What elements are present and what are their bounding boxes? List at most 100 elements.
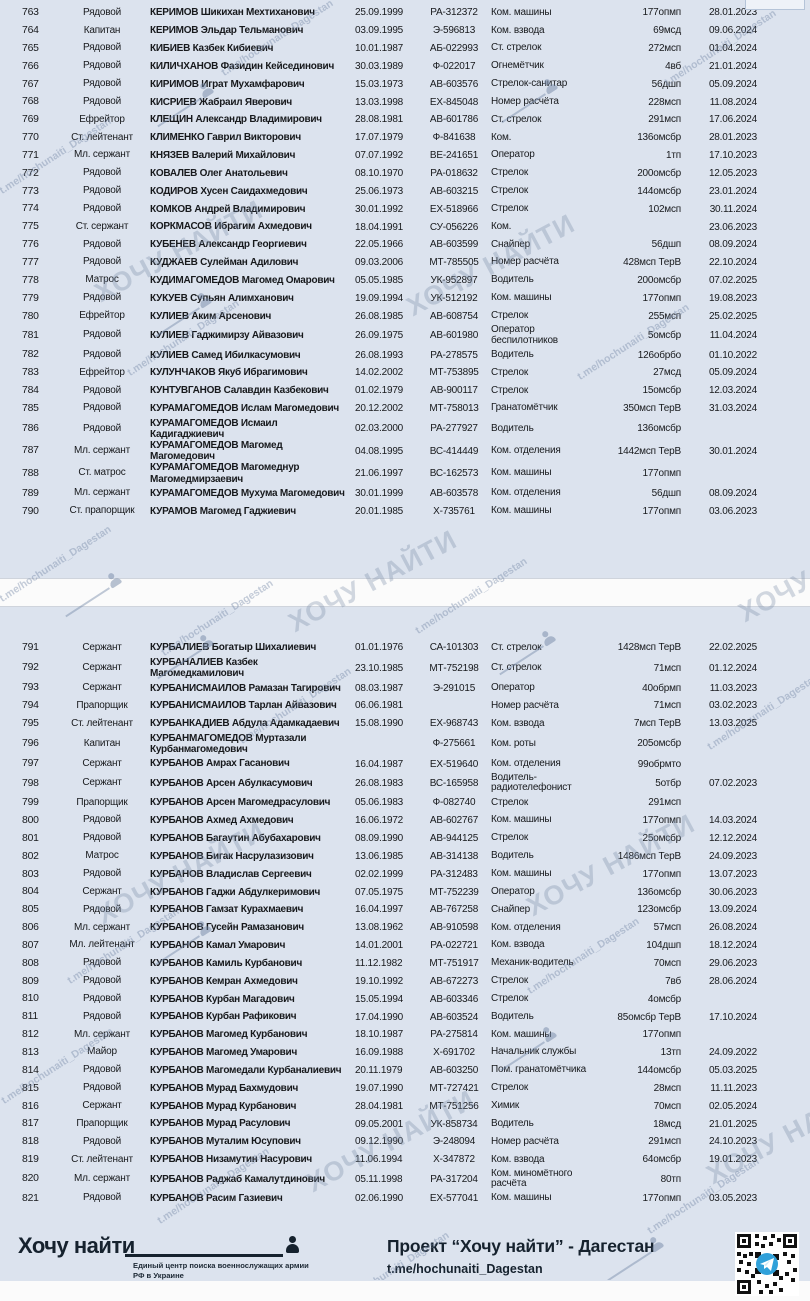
cell-date: 17.10.2023 [708,150,757,162]
table-row: 793 Сержант КУРБАНИСМАИЛОВ Рамазан Тагиров… [0,679,810,697]
cell-id: АВ-601980 [429,330,479,342]
cell-name: КУРБАНОВ Раджаб Камалутдинович [150,1173,325,1185]
cell-rank: Рядовой [82,292,122,304]
cell-rank: Рядовой [82,238,122,250]
cell-position: Ком. отделения [491,444,561,456]
cell-num: 770 [22,132,39,144]
table-row: 767 Рядовой КИРИМОВ Играт Мухамфарович 15.0… [0,75,810,93]
cell-dob: 26.08.1993 [355,349,404,361]
cell-num: 764 [22,25,39,37]
cell-rank: Сержант [82,641,122,653]
cell-date: 11.11.2023 [710,1082,757,1094]
table-row: 794 Прапорщик КУРБАНИСМАИЛОВ Тарлан Айвазо… [0,697,810,715]
cell-date: 01.12.2024 [708,662,757,674]
cell-dob: 17.07.1979 [355,132,404,144]
cell-dob: 19.09.1994 [355,292,404,304]
cell-num: 790 [22,505,39,517]
cell-num: 814 [22,1064,39,1076]
cell-date: 28.06.2024 [708,975,757,987]
cell-rank: Ст. лейтенант [71,131,133,143]
cell-dob: 02.06.1990 [355,1193,404,1205]
cell-dob: 02.03.2000 [355,423,404,435]
cell-rank: Рядовой [82,202,122,214]
cell-num: 797 [22,758,39,770]
cell-name: КИРИМОВ Играт Мухамфарович [150,78,305,90]
cell-num: 783 [22,367,39,379]
table-row: 814 Рядовой КУРБАНОВ Магомедали Курбаналие… [0,1062,810,1080]
cell-dob: 15.08.1990 [355,718,404,730]
cell-name: КУЛИЕВ Аким Арсенович [150,310,272,322]
table-row: 809 Рядовой КУРБАНОВ Кемран Ахмедович 19.10… [0,972,810,990]
cell-num: 801 [22,832,39,844]
cell-name: КУРБАНОВ Арсен Магомедрасулович [150,797,331,809]
cell-num: 811 [22,1011,38,1023]
cell-rank: Мл. сержант [74,1172,130,1184]
cell-name: КУРБАНОВ Магомед Умарович [150,1047,297,1059]
cell-rank: Рядовой [82,256,122,268]
cell-num: 779 [22,292,39,304]
cell-name: КУРБАНОВ Расим Газиевич [150,1193,283,1205]
cell-id: АВ-910598 [429,922,479,934]
cell-name: КУРБАНОВ Ахмед Ахмедович [150,815,294,827]
cell-dob: 20.01.1985 [355,505,404,517]
table-row: 819 Ст. лейтенант КУРБАНОВ Низамутин Насур… [0,1151,810,1169]
cell-position: Стрелок [491,1082,529,1094]
cell-dob: 01.02.1979 [355,385,404,397]
cell-position: Водитель [491,1010,534,1022]
table-row: 802 Матрос КУРБАНОВ Бигак Насрулазизович 13… [0,848,810,866]
cell-unit: 5отбр [655,777,681,789]
cell-name: КУРБАНОВ Бигак Насрулазизович [150,850,314,862]
cell-date: 05.09.2024 [708,78,757,90]
cell-rank: Ст. лейтенант [71,1153,133,1165]
cell-dob: 30.01.1992 [355,203,404,215]
cell-num: 763 [22,7,39,19]
cell-rank: Ст. матрос [78,467,126,479]
cell-name: КЕРИМОВ Эльдар Тельманович [150,25,304,37]
cell-unit: 1428мсп ТерВ [617,642,681,654]
cell-unit: 71мсп [653,662,682,674]
cell-id: АВ-603576 [429,78,479,90]
cell-position: Ком. [491,220,512,232]
cell-rank: Рядовой [82,1010,122,1022]
cell-unit: 144омсбр [637,1065,681,1077]
cell-rank: Ефрейтор [79,113,125,125]
cell-dob: 30.03.1989 [355,60,404,72]
cell-dob: 16.04.1987 [355,758,404,770]
cell-name: КИСРИЕВ Жабраил Яверович [150,96,292,108]
cell-id: МТ-785505 [429,257,479,269]
cell-num: 789 [22,487,39,499]
cell-position: Ком. машины [491,505,552,517]
cell-num: 771 [22,149,39,161]
cell-position: Номер расчёта [491,699,559,711]
cell-id: Ф-022017 [432,60,476,72]
cell-num: 798 [22,777,39,789]
table-row: 784 Рядовой КУНТУВГАНОВ Салавдин Казбекови… [0,382,810,400]
cell-dob: 08.10.1970 [355,168,404,180]
cell-dob: 15.05.1994 [355,993,404,1005]
cell-num: 804 [22,886,39,898]
cell-dob: 25.06.1973 [355,185,404,197]
cell-unit: 18мсд [653,1118,681,1130]
cell-name: КУРАМАГОМЕДОВ Мухума Магомедович [150,488,345,500]
cell-id: АВ-603346 [429,993,479,1005]
cell-dob: 06.06.1981 [355,700,404,712]
cell-id: РА-018632 [430,168,478,180]
person-silhouette-icon [286,1236,299,1254]
cell-id: Х-735761 [433,505,475,517]
cell-rank: Капитан [83,24,121,36]
cell-rank: Прапорщик [76,796,128,808]
cell-id: ЕХ-519640 [429,758,479,770]
cell-position: Номер расчёта [491,95,559,107]
cell-id: ВС-162573 [429,468,479,479]
table-row: 815 Рядовой КУРБАНОВ Мурад Бахмудович 19.07… [0,1079,810,1097]
cell-rank: Сержант [82,661,122,673]
cell-name: КУРБАНКАДИЕВ Абдула Адамкадаевич [150,718,340,730]
cell-date: 30.06.2023 [708,886,757,898]
cell-rank: Сержант [82,777,122,789]
cell-dob: 09.03.2006 [355,257,404,269]
table-row: 813 Майор КУРБАНОВ Магомед Умарович 16.09.1… [0,1044,810,1062]
table-row: 812 Мл. сержант КУРБАНОВ Магомед Курбанови… [0,1026,810,1044]
cell-name: КЕРИМОВ Шикихан Мехтиханович [150,7,315,19]
cell-name: КУРБАНИСМАИЛОВ Тарлан Айвазович [150,700,337,712]
